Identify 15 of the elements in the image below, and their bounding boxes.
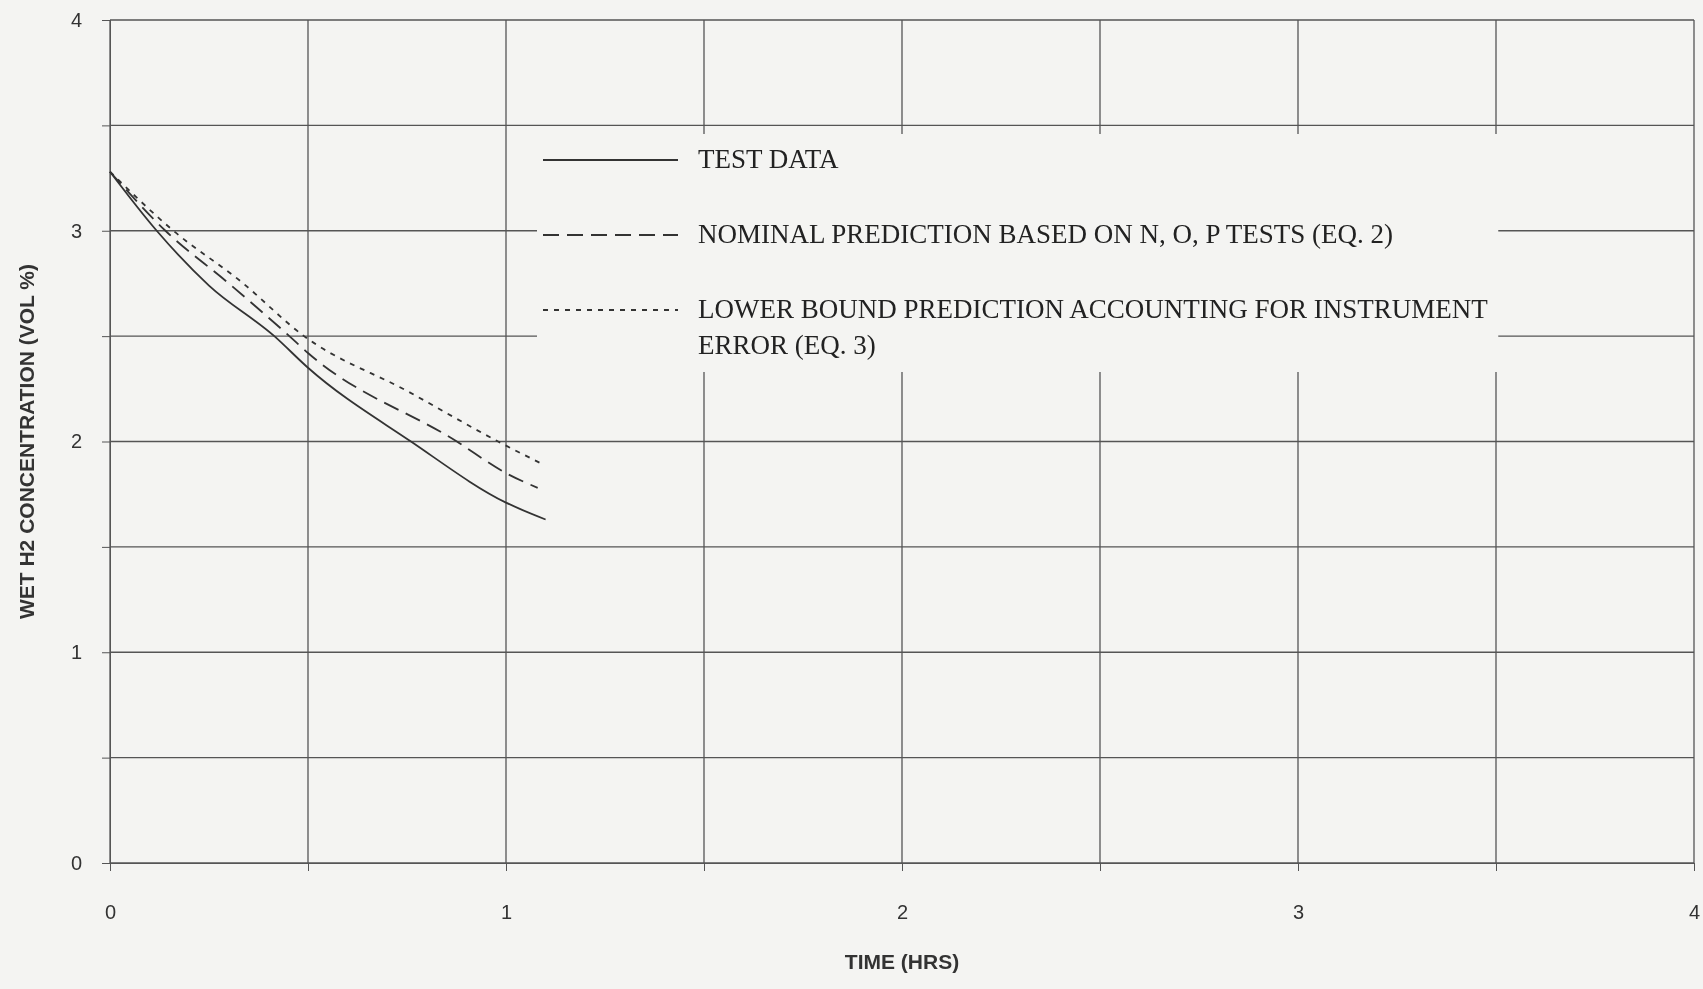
x-tick-label: 0 <box>104 901 117 924</box>
x-tick-label: 1 <box>500 901 513 924</box>
x-tick-label: 3 <box>1292 901 1305 924</box>
y-tick-label: 3 <box>70 219 82 242</box>
y-axis-title: WET H2 CONCENTRATION (VOL %) <box>15 263 38 620</box>
y-tick-label: 0 <box>70 851 82 874</box>
y-tick-label: 2 <box>70 430 82 453</box>
x-tick-label: 4 <box>1688 901 1701 924</box>
y-tick-label: 4 <box>70 8 82 31</box>
x-tick-label: 2 <box>896 901 909 924</box>
legend-label: LOWER BOUND PREDICTION ACCOUNTING FOR INSTRUMENT ERROR (EQ. 3) <box>698 294 1489 360</box>
legend-label: TEST DATA <box>698 144 840 174</box>
x-axis-title: TIME (HRS) <box>844 950 960 973</box>
legend-label: NOMINAL PREDICTION BASED ON N, O, P TESTS (EQ. 2) <box>698 219 1393 249</box>
y-tick-label: 1 <box>70 641 82 664</box>
